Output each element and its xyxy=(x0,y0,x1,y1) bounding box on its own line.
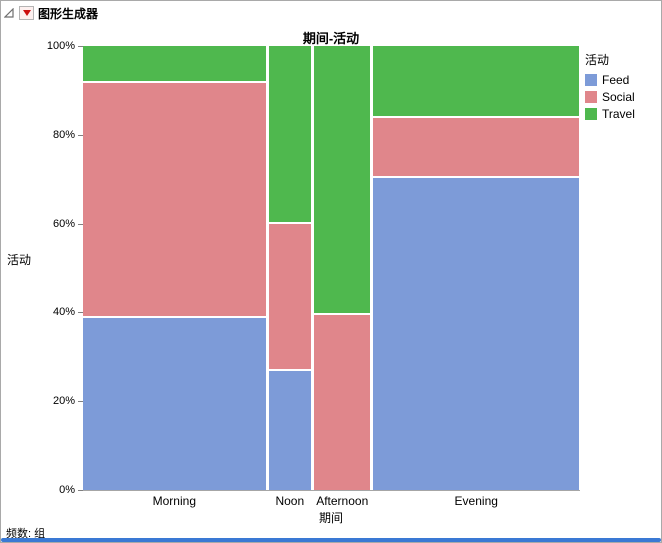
segment-morning-social[interactable] xyxy=(83,83,266,317)
legend-items: Feed Social Travel xyxy=(585,73,659,121)
segment-morning-feed[interactable] xyxy=(83,318,266,490)
legend-swatch-social xyxy=(585,91,597,103)
disclosure-triangle-icon[interactable] xyxy=(4,7,15,19)
y-tick-mark xyxy=(78,134,83,136)
y-tick-label: 60% xyxy=(52,217,75,230)
y-tick-label: 100% xyxy=(46,40,75,52)
segment-evening-social[interactable] xyxy=(373,118,579,176)
red-triangle-icon xyxy=(22,10,31,16)
y-axis-title[interactable]: 活动 xyxy=(7,253,32,267)
mosaic-column-noon xyxy=(268,46,311,490)
x-category-label-evening[interactable]: Evening xyxy=(454,494,498,508)
y-tick-label: 80% xyxy=(52,128,75,141)
x-category-label-afternoon[interactable]: Afternoon xyxy=(316,494,369,508)
report-title: 图形生成器 xyxy=(38,6,99,21)
segment-afternoon-travel[interactable] xyxy=(313,46,371,314)
x-category-label-morning[interactable]: Morning xyxy=(152,494,196,508)
red-triangle-menu-button[interactable] xyxy=(19,6,34,20)
chart-title: 期间-活动 xyxy=(302,31,360,46)
legend-swatch-travel xyxy=(585,108,597,120)
mosaic-column-morning xyxy=(83,46,266,490)
x-axis-category-labels: Morning Noon Afternoon Evening xyxy=(83,494,579,508)
mosaic-plot-area[interactable] xyxy=(83,45,579,490)
segment-noon-travel[interactable] xyxy=(268,46,311,222)
legend-label-social: Social xyxy=(602,90,635,104)
x-axis-title[interactable]: 期间 xyxy=(318,511,343,525)
window-bottom-bar xyxy=(1,538,661,542)
segment-afternoon-social[interactable] xyxy=(313,315,371,490)
segment-noon-feed[interactable] xyxy=(268,371,311,490)
segment-evening-feed[interactable] xyxy=(373,177,579,490)
y-tick-mark xyxy=(78,401,83,403)
frequency-note: 频数: 组 xyxy=(6,528,46,540)
legend-swatch-feed xyxy=(585,74,597,86)
legend: 活动 Feed Social Travel xyxy=(585,51,659,124)
legend-item-travel[interactable]: Travel xyxy=(585,107,659,121)
y-tick-label: 0% xyxy=(59,484,75,496)
mosaic-column-afternoon xyxy=(313,46,371,490)
mosaic-column-evening xyxy=(373,45,579,490)
segment-noon-social[interactable] xyxy=(268,224,311,370)
y-tick-label: 20% xyxy=(52,395,75,408)
legend-title: 活动 xyxy=(585,53,610,67)
segment-evening-travel[interactable] xyxy=(373,45,579,117)
y-tick-mark xyxy=(78,312,83,314)
report-header: 图形生成器 xyxy=(1,1,661,25)
segment-morning-travel[interactable] xyxy=(83,46,266,82)
x-axis-line[interactable] xyxy=(83,490,580,491)
y-tick-label: 40% xyxy=(52,306,75,319)
y-tick-mark xyxy=(78,223,83,225)
legend-label-feed: Feed xyxy=(602,73,630,87)
y-tick-mark xyxy=(78,490,83,491)
x-category-label-noon[interactable]: Noon xyxy=(275,494,305,508)
y-tick-mark xyxy=(78,46,83,47)
legend-item-social[interactable]: Social xyxy=(585,90,659,104)
legend-label-travel: Travel xyxy=(602,107,635,121)
legend-item-feed[interactable]: Feed xyxy=(585,73,659,87)
